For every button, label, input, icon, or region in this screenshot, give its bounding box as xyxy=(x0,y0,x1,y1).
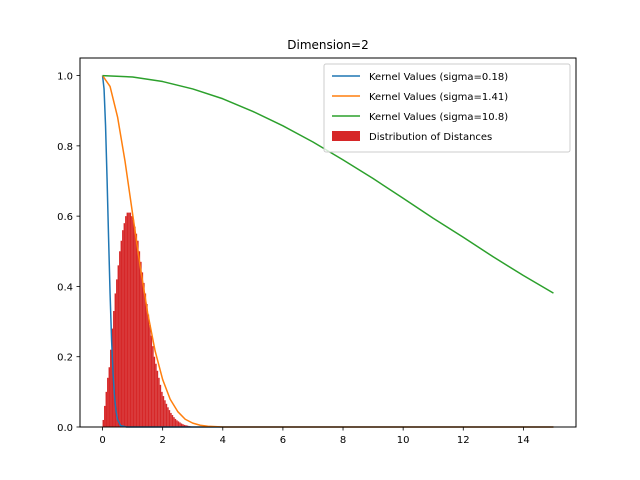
histogram-bar xyxy=(135,233,138,427)
histogram-bar xyxy=(125,216,127,427)
histogram-bar xyxy=(158,377,160,427)
histogram-bar xyxy=(164,400,166,427)
histogram-bar xyxy=(110,349,112,427)
histogram-bar xyxy=(174,418,177,427)
histogram-bar xyxy=(129,212,132,427)
histogram-bar xyxy=(147,314,150,427)
histogram-bar xyxy=(150,335,153,427)
x-tick-label: 0 xyxy=(99,435,105,446)
ticks-layer: 0 2 4 6 8 10 12 14 0.0 0.2 0.4 0.6 0.8 1.0 xyxy=(57,72,530,446)
histogram-bar xyxy=(119,251,121,427)
axes-layer xyxy=(79,57,577,428)
histogram-bar xyxy=(165,403,168,427)
histogram-bar xyxy=(168,410,171,427)
legend-label: Kernel Values (sigma=0.18) xyxy=(369,72,508,83)
histogram-bar xyxy=(102,419,105,427)
histogram-bar xyxy=(170,412,172,427)
histogram-bar xyxy=(120,240,123,427)
histogram-bar xyxy=(179,422,181,427)
histogram-bar xyxy=(155,363,157,427)
legend-swatch xyxy=(332,131,360,141)
histogram-bar xyxy=(167,407,169,427)
x-tick-label: 12 xyxy=(457,435,470,446)
legend-frame xyxy=(323,63,571,153)
histogram-bar xyxy=(138,251,141,427)
axes-frame xyxy=(79,57,577,428)
histogram-bar xyxy=(159,384,162,427)
histogram-bar xyxy=(161,391,163,427)
histogram-bar xyxy=(162,396,165,427)
y-tick-label: 1.0 xyxy=(57,72,73,83)
histogram-bar xyxy=(153,356,156,427)
legend: Kernel Values (sigma=0.18) Kernel Values … xyxy=(323,63,571,153)
x-tick-label: 10 xyxy=(397,435,410,446)
histogram-bar xyxy=(134,226,136,427)
y-tick-label: 0.2 xyxy=(57,353,73,364)
histogram-bar xyxy=(171,415,174,427)
x-tick-label: 8 xyxy=(340,435,346,446)
x-tick-label: 2 xyxy=(159,435,165,446)
histogram-bar xyxy=(137,240,139,427)
y-tick-label: 0.6 xyxy=(57,212,73,223)
x-tick-label: 6 xyxy=(280,435,286,446)
histogram-bar xyxy=(122,230,124,427)
histogram-bar xyxy=(123,223,126,427)
histogram-bar xyxy=(141,272,144,427)
histogram-bar xyxy=(132,219,135,427)
histogram-bar xyxy=(182,424,184,427)
histogram-bar xyxy=(140,261,142,427)
histogram-bar xyxy=(107,377,109,427)
histogram-bar xyxy=(104,405,106,427)
histogram-bar xyxy=(173,417,175,427)
histogram-bar xyxy=(149,325,151,427)
histogram-bar xyxy=(128,212,130,427)
legend-label: Kernel Values (sigma=10.8) xyxy=(369,112,508,123)
histogram-bar xyxy=(111,328,114,427)
histogram-bar xyxy=(156,370,159,427)
histogram-bar xyxy=(131,216,133,427)
histogram-bar xyxy=(108,367,111,427)
histogram-bar xyxy=(152,346,154,427)
histogram-bar xyxy=(114,293,117,427)
histogram-bar xyxy=(105,391,108,427)
histogram-bar xyxy=(144,293,147,427)
histogram-bar xyxy=(176,420,178,427)
x-tick-label: 4 xyxy=(220,435,226,446)
y-tick-label: 0.0 xyxy=(57,423,73,434)
y-tick-label: 0.4 xyxy=(57,282,73,293)
x-tick-label: 14 xyxy=(517,435,530,446)
legend-label: Kernel Values (sigma=1.41) xyxy=(369,92,508,103)
histogram-bar xyxy=(146,304,148,427)
histogram-bar xyxy=(143,282,145,427)
legend-label: Distribution of Distances xyxy=(369,132,492,143)
chart-title: Dimension=2 xyxy=(287,38,368,52)
histogram-bar xyxy=(117,265,120,427)
histogram-bar xyxy=(185,425,187,427)
histogram-bar xyxy=(183,424,186,427)
histogram-layer xyxy=(102,212,198,427)
histogram-bar xyxy=(126,212,129,427)
y-tick-label: 0.8 xyxy=(57,142,73,153)
histogram-bar xyxy=(177,421,180,427)
histogram-bar xyxy=(116,279,118,427)
histogram-bar xyxy=(180,423,183,427)
histogram-bar xyxy=(113,311,115,427)
